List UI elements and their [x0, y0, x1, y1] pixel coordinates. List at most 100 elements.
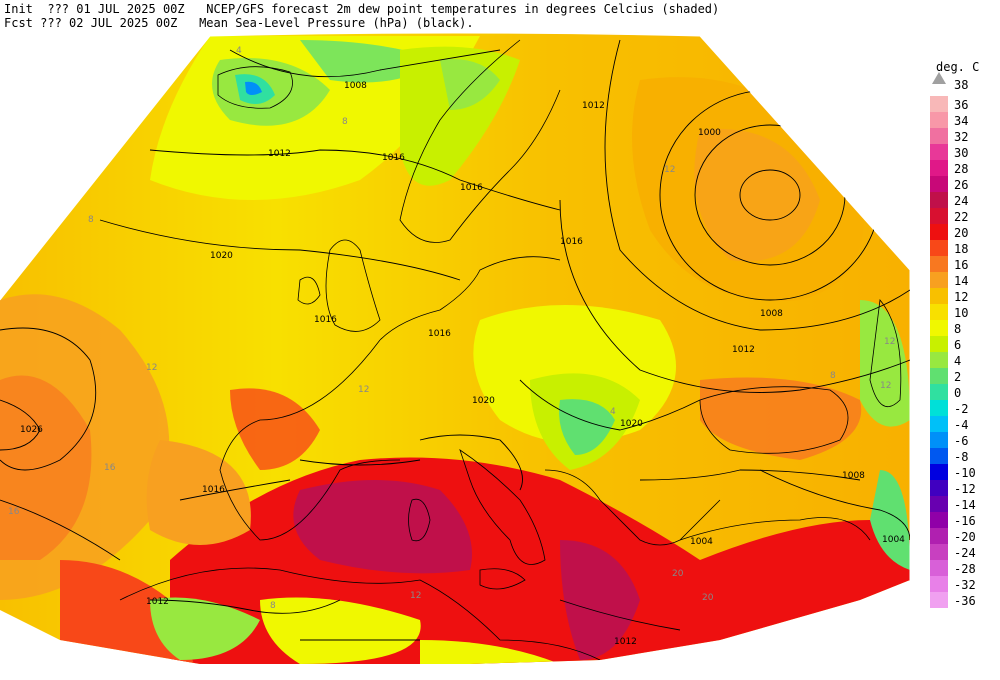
legend-label: 10	[954, 306, 969, 320]
legend-label: -24	[954, 546, 976, 560]
legend-label: 6	[954, 338, 962, 352]
legend-swatch	[930, 432, 948, 448]
dewpoint-label: 16	[104, 463, 116, 473]
isobar-label: 1026	[20, 425, 43, 435]
legend-label: 4	[954, 354, 962, 368]
dewpoint-label: 8	[88, 215, 94, 225]
legend-swatch	[930, 464, 948, 480]
dewpoint-label: 12	[880, 381, 891, 391]
legend-title: deg. C	[936, 60, 980, 74]
legend-swatch	[930, 592, 948, 608]
map-boundary	[0, 32, 911, 580]
isobar-label: 1020	[472, 396, 495, 406]
legend-swatch	[930, 224, 948, 240]
legend-swatch	[930, 176, 948, 192]
dewpoint-label: 20	[672, 569, 684, 579]
legend-label: -8	[954, 450, 969, 464]
legend-swatch	[930, 512, 948, 528]
legend-swatch	[930, 160, 948, 176]
legend-row: 0	[930, 384, 998, 400]
legend-swatch	[930, 576, 948, 592]
dewpoint-label: 12	[884, 337, 895, 347]
legend-label: 14	[954, 274, 969, 288]
legend-row: 32	[930, 128, 998, 144]
coastlines	[119, 39, 902, 661]
isobar-label: 1012	[614, 637, 637, 647]
legend-label: -12	[954, 482, 976, 496]
legend-label: -36	[954, 594, 976, 608]
dewpoint-label: 8	[342, 117, 348, 127]
isobar-label: 1012	[582, 101, 605, 111]
legend-swatch	[930, 96, 948, 112]
isobar-label: 1016	[314, 315, 337, 325]
legend-row: 24	[930, 192, 998, 208]
legend-swatch	[930, 528, 948, 544]
isobar-label: 1004	[690, 537, 713, 547]
shaded-field	[0, 33, 910, 664]
legend-row: 20	[930, 224, 998, 240]
legend-swatch	[930, 560, 948, 576]
legend-row: 14	[930, 272, 998, 288]
legend-row: -10	[930, 464, 998, 480]
legend-swatch	[930, 336, 948, 352]
legend-swatch	[930, 208, 948, 224]
legend-row: 18	[930, 240, 998, 256]
dewpoint-label: 12	[410, 591, 421, 601]
legend-label: 36	[954, 98, 969, 112]
legend-label: -2	[954, 402, 969, 416]
legend-row: 36	[930, 96, 998, 112]
dewpoint-label: 8	[830, 371, 836, 381]
isobars	[0, 39, 910, 641]
legend-swatch	[930, 352, 948, 368]
legend-row: -4	[930, 416, 998, 432]
isobar-label: 1016	[460, 183, 483, 193]
legend-label: 26	[954, 178, 969, 192]
legend-row: 4	[930, 352, 998, 368]
legend-row: 16	[930, 256, 998, 272]
header-init-line: Init ??? 01 JUL 2025 00Z NCEP/GFS foreca…	[4, 2, 720, 16]
legend-row: -8	[930, 448, 998, 464]
isobar-labels: 1008 1012 1016 1020 1026 1000 1004 1012 …	[20, 81, 905, 647]
legend-label: 24	[954, 194, 969, 208]
legend-label: 30	[954, 146, 969, 160]
legend-label: 32	[954, 130, 969, 144]
legend-label: 18	[954, 242, 969, 256]
legend-label: -14	[954, 498, 976, 512]
legend-label: 28	[954, 162, 969, 176]
legend-swatch	[930, 384, 948, 400]
isobar-label: 1016	[202, 485, 225, 495]
legend-row: -20	[930, 528, 998, 544]
legend-swatch	[930, 288, 948, 304]
legend-label: -32	[954, 578, 976, 592]
legend-label: -6	[954, 434, 969, 448]
legend-swatch	[930, 240, 948, 256]
legend-row: -14	[930, 496, 998, 512]
legend-overflow-arrow	[932, 72, 946, 84]
legend-row: -12	[930, 480, 998, 496]
legend-swatch	[930, 416, 948, 432]
legend-swatch	[930, 272, 948, 288]
legend-row: 8	[930, 320, 998, 336]
isobar-label: 1004	[882, 535, 905, 545]
isobar-label: 1008	[344, 81, 367, 91]
legend-row: -32	[930, 576, 998, 592]
legend-row: -6	[930, 432, 998, 448]
legend-row: -36	[930, 592, 998, 608]
legend-row: 34	[930, 112, 998, 128]
isobar-label: 1016	[560, 237, 583, 247]
legend-swatch	[930, 448, 948, 464]
legend-label: 8	[954, 322, 962, 336]
isobar-label: 1016	[428, 329, 451, 339]
legend-label: 34	[954, 114, 969, 128]
legend-row: -24	[930, 544, 998, 560]
legend-label: 20	[954, 226, 969, 240]
legend-swatch	[930, 112, 948, 128]
isobar-label: 1008	[842, 471, 865, 481]
dewpoint-label: 16	[8, 507, 20, 517]
legend-row: 26	[930, 176, 998, 192]
isobar-label: 1012	[146, 597, 169, 607]
dewpoint-labels: 4 8 8 12 12 12 16 20 20 8 12 4 16 12 8 1…	[8, 46, 895, 611]
isobar-label: 1008	[760, 309, 783, 319]
legend-row: 22	[930, 208, 998, 224]
dewpoint-label: 12	[664, 165, 675, 175]
